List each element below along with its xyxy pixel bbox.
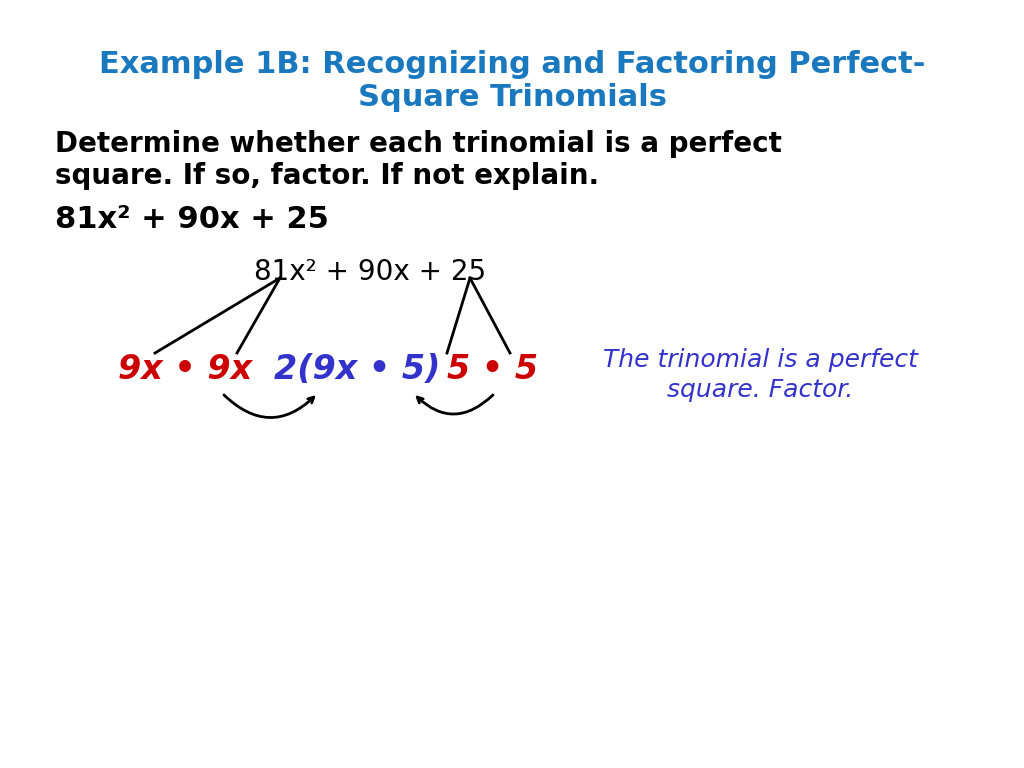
Text: The trinomial is a perfect: The trinomial is a perfect	[602, 348, 918, 372]
Text: 5 • 5: 5 • 5	[447, 353, 539, 386]
Text: 9x • 9x: 9x • 9x	[118, 353, 252, 386]
Text: Determine whether each trinomial is a perfect: Determine whether each trinomial is a pe…	[55, 130, 782, 158]
Text: 2(9x • 5): 2(9x • 5)	[273, 353, 440, 386]
Text: square. Factor.: square. Factor.	[667, 378, 853, 402]
Text: 81x² + 90x + 25: 81x² + 90x + 25	[55, 205, 329, 234]
Text: Example 1B: Recognizing and Factoring Perfect-: Example 1B: Recognizing and Factoring Pe…	[98, 50, 926, 79]
Text: 81x² + 90x + 25: 81x² + 90x + 25	[254, 258, 486, 286]
Text: Square Trinomials: Square Trinomials	[357, 83, 667, 112]
Text: square. If so, factor. If not explain.: square. If so, factor. If not explain.	[55, 162, 599, 190]
